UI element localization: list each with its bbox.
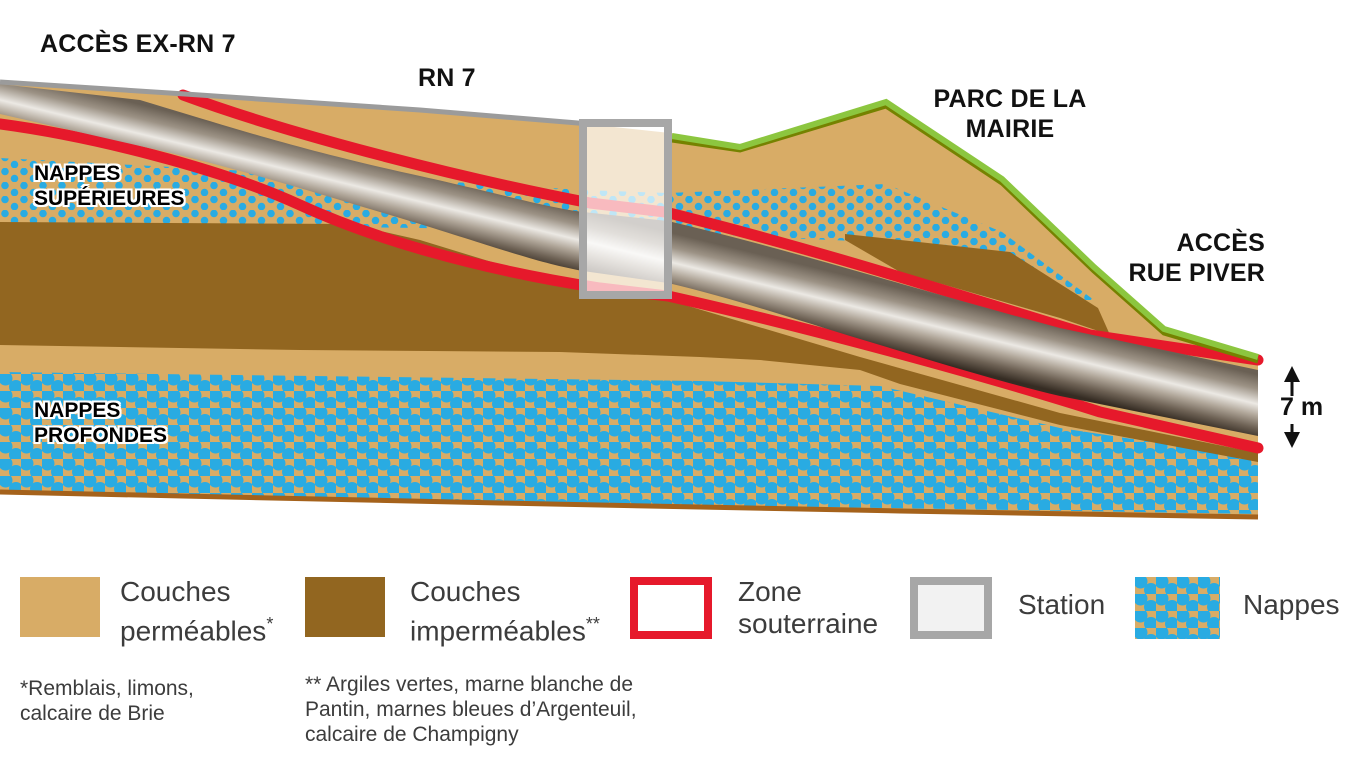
deep-nappes-band bbox=[0, 372, 1258, 514]
label-acces-ex-rn7: ACCÈS EX-RN 7 bbox=[40, 30, 236, 58]
legend-permeable-sup: * bbox=[266, 614, 274, 634]
legend-impermeable-line1: Couches bbox=[410, 576, 521, 607]
footnote2-line3: calcaire de Champigny bbox=[305, 723, 519, 746]
footnote-permeable: *Remblais, limons, calcaire de Brie bbox=[20, 676, 194, 726]
legend-label-impermeable: Couches imperméables** bbox=[410, 576, 600, 647]
station-swatch bbox=[910, 577, 992, 639]
legend-label-zone: Zone souterraine bbox=[738, 576, 878, 640]
depth-arrow bbox=[1284, 366, 1300, 448]
nappes-sup-line1: NAPPES bbox=[34, 162, 121, 185]
label-parc-de-la-mairie: PARC DE LA MAIRIE bbox=[900, 84, 1120, 144]
zone-lower-boundary bbox=[0, 118, 1264, 454]
label-acces-line2: RUE PIVER bbox=[1128, 259, 1265, 287]
nappes-sup-line2: SUPÉRIEURES bbox=[34, 187, 185, 210]
nappes-prof-line2: PROFONDES bbox=[34, 424, 168, 447]
footnote-impermeable: ** Argiles vertes, marne blanche de Pant… bbox=[305, 672, 637, 747]
footnote1-line2: calcaire de Brie bbox=[20, 702, 165, 725]
legend-impermeable-line2: imperméables bbox=[410, 615, 586, 647]
nappes-prof-line1: NAPPES bbox=[34, 399, 121, 422]
label-parc-line2: MAIRIE bbox=[965, 115, 1055, 143]
label-acces-line1: ACCÈS bbox=[1176, 229, 1265, 257]
label-depth-7m: 7 m bbox=[1280, 393, 1324, 421]
road-surface-line bbox=[0, 79, 591, 127]
legend-zone-line1: Zone bbox=[738, 576, 802, 607]
station-shaft bbox=[579, 119, 672, 299]
zone-swatch bbox=[630, 577, 712, 639]
legend-permeable-line1: Couches bbox=[120, 576, 231, 607]
label-nappes-profondes: NAPPES PROFONDES bbox=[34, 398, 167, 448]
label-rn7: RN 7 bbox=[418, 64, 476, 92]
legend-label-station: Station bbox=[1018, 589, 1105, 621]
legend-impermeable-sup: ** bbox=[585, 614, 600, 634]
footnote2-line2: Pantin, marnes bleues d’Argenteuil, bbox=[305, 698, 637, 721]
label-nappes-superieures: NAPPES SUPÉRIEURES bbox=[34, 161, 185, 211]
legend-permeable-line2: perméables bbox=[120, 615, 267, 647]
legend-station-line1: Station bbox=[1018, 589, 1106, 620]
impermeable-layer bbox=[0, 222, 1258, 462]
ground-bottom-line bbox=[0, 489, 1259, 520]
label-acces-rue-piver: ACCÈS RUE PIVER bbox=[1100, 228, 1265, 288]
legend-nappes-line1: Nappes bbox=[1243, 589, 1340, 620]
footnote2-line1: ** Argiles vertes, marne blanche de bbox=[305, 673, 634, 696]
impermeable-wedge bbox=[845, 234, 1110, 335]
cross-section-drawing bbox=[0, 79, 1300, 520]
footnote1-line1: *Remblais, limons, bbox=[20, 677, 194, 700]
legend-zone-line2: souterraine bbox=[738, 608, 879, 639]
permeable-swatch bbox=[20, 577, 100, 637]
impermeable-swatch bbox=[305, 577, 385, 637]
nappes-swatch bbox=[1135, 577, 1220, 639]
park-surface-line bbox=[671, 98, 1259, 360]
label-parc-line1: PARC DE LA bbox=[933, 85, 1087, 113]
legend-label-nappes: Nappes bbox=[1243, 589, 1340, 621]
legend-label-permeable: Couches perméables* bbox=[120, 576, 273, 647]
